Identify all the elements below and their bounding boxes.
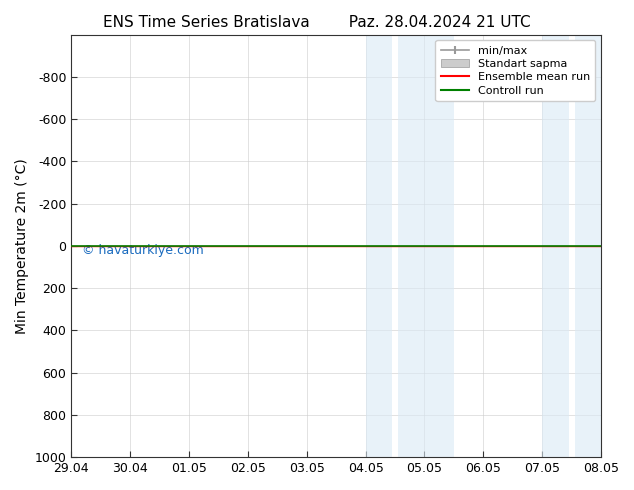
Bar: [542, 35, 569, 457]
Bar: [574, 35, 613, 457]
Text: © havaturkiye.com: © havaturkiye.com: [82, 244, 204, 257]
Text: ENS Time Series Bratislava        Paz. 28.04.2024 21 UTC: ENS Time Series Bratislava Paz. 28.04.20…: [103, 15, 531, 30]
Legend: min/max, Standart sapma, Ensemble mean run, Controll run: min/max, Standart sapma, Ensemble mean r…: [436, 40, 595, 101]
Y-axis label: Min Temperature 2m (°C): Min Temperature 2m (°C): [15, 158, 29, 334]
Bar: [366, 35, 392, 457]
Bar: [398, 35, 454, 457]
